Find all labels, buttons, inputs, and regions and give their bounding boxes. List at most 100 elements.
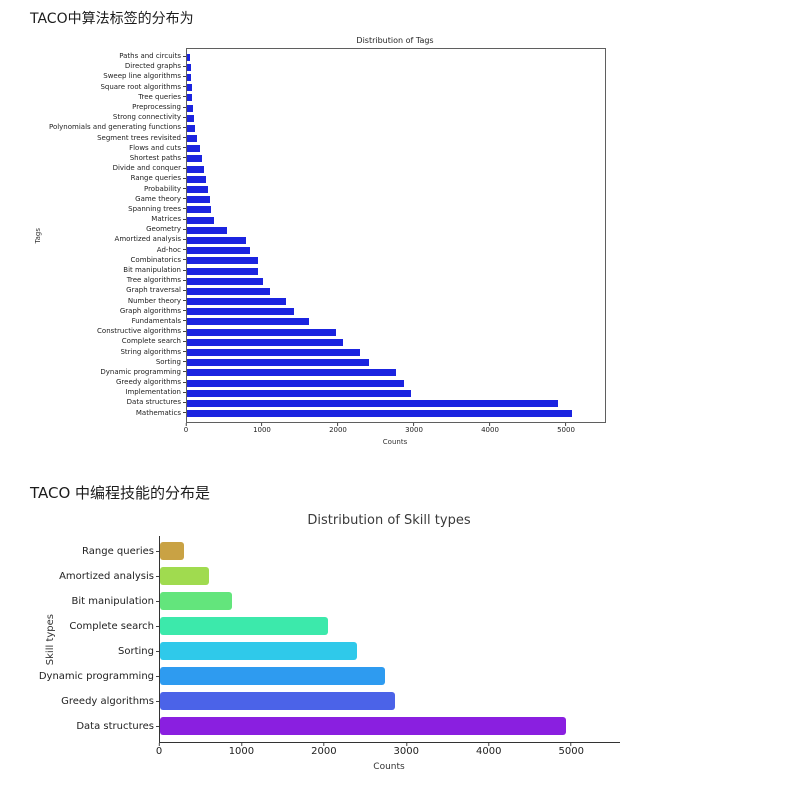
y-axis-label: Tags — [34, 227, 42, 244]
y-tick-mark — [183, 269, 186, 271]
plot-area — [186, 48, 606, 423]
y-tick-mark — [183, 188, 186, 190]
y-tick-label: Amortized analysis — [59, 564, 159, 589]
bar — [187, 257, 258, 265]
bar — [187, 338, 343, 346]
y-tick-mark — [156, 550, 159, 552]
skills-chart: Distribution of Skill types Skill types … — [39, 513, 785, 772]
x-tick-mark — [261, 422, 263, 426]
y-tick-mark — [156, 725, 159, 727]
x-tick-mark — [413, 422, 415, 426]
y-tick-mark — [183, 86, 186, 88]
y-tick-label: Dynamic programming — [46, 367, 186, 377]
y-tick-label: Game theory — [46, 194, 186, 204]
bar-row — [187, 327, 605, 337]
bar — [187, 63, 191, 71]
y-tick-mark — [183, 116, 186, 118]
y-tick-mark — [156, 700, 159, 702]
y-tick-label: Probability — [46, 183, 186, 193]
x-tick-mark — [158, 742, 160, 746]
y-tick-label: Tree algorithms — [46, 275, 186, 285]
bar-row — [160, 614, 620, 639]
y-tick-label: Geometry — [46, 224, 186, 234]
bar — [187, 186, 208, 194]
bar — [160, 617, 329, 636]
x-tick-label: 0 — [156, 742, 162, 757]
y-tick-mark — [183, 106, 186, 108]
y-tick-mark — [183, 75, 186, 77]
y-tick-label: Constructive algorithms — [46, 326, 186, 336]
y-tick-mark — [183, 310, 186, 312]
x-tick-label: 1000 — [253, 422, 271, 434]
spacer — [30, 423, 186, 437]
y-tick-mark — [183, 177, 186, 179]
x-tick-mark — [565, 422, 567, 426]
y-tick-mark — [156, 575, 159, 577]
y-tick-mark — [156, 625, 159, 627]
bar-row — [160, 589, 620, 614]
skills-chart-xlabel-row: Counts — [41, 762, 785, 772]
y-tick-label: Number theory — [46, 296, 186, 306]
y-tick-label: Combinatorics — [46, 255, 186, 265]
y-tick-label: Greedy algorithms — [46, 377, 186, 387]
bar — [187, 298, 286, 306]
y-axis-label: Skill types — [44, 613, 56, 665]
x-axis-label: Counts — [382, 437, 408, 446]
y-tick-mark — [183, 147, 186, 149]
y-tick-mark — [183, 340, 186, 342]
y-tick-label: Amortized analysis — [46, 234, 186, 244]
bar-row — [187, 347, 605, 357]
bar — [160, 567, 210, 586]
y-tick-label: Bit manipulation — [46, 265, 186, 275]
y-tick-mark — [183, 412, 186, 414]
bar — [187, 369, 396, 377]
bar — [187, 399, 558, 407]
bar-row — [187, 317, 605, 327]
y-tick-mark — [183, 167, 186, 169]
bar-row — [187, 184, 605, 194]
bar-row — [160, 664, 620, 689]
x-tick-mark — [323, 742, 325, 746]
y-tick-label: Graph traversal — [46, 285, 186, 295]
y-tick-label: Segment trees revisited — [46, 133, 186, 143]
spacer — [30, 36, 186, 45]
y-tick-label: Data structures — [46, 397, 186, 407]
bar — [187, 53, 191, 61]
bar-row — [187, 113, 605, 123]
bar — [187, 216, 214, 224]
y-tick-label: Bit manipulation — [59, 589, 159, 614]
bar — [187, 84, 192, 92]
y-tick-label: Sorting — [59, 639, 159, 664]
bar-row — [187, 195, 605, 205]
y-tick-label: String algorithms — [46, 346, 186, 356]
bar — [187, 226, 228, 234]
y-tick-mark — [183, 391, 186, 393]
spacer — [41, 762, 159, 772]
x-tick-label: 4000 — [476, 742, 501, 757]
y-tick-mark — [183, 137, 186, 139]
bar-row — [187, 134, 605, 144]
bar-row — [187, 93, 605, 103]
y-tick-mark — [156, 675, 159, 677]
y-tick-label: Paths and circuits — [46, 51, 186, 61]
y-tick-mark — [183, 55, 186, 57]
x-tick-mark — [405, 742, 407, 746]
y-tick-mark — [183, 65, 186, 67]
tags-chart-xticks-row: 0 1000 2000 3000 4000 5000 — [30, 422, 785, 437]
x-tick-label: 5000 — [557, 422, 575, 434]
bar — [187, 308, 295, 316]
y-tick-mark — [183, 208, 186, 210]
bar — [160, 592, 232, 611]
bar-row — [187, 235, 605, 245]
y-tick-label: Strong connectivity — [46, 112, 186, 122]
y-tick-label: Range queries — [59, 539, 159, 564]
bar — [187, 196, 210, 204]
bar — [187, 318, 309, 326]
bar-row — [187, 307, 605, 317]
bar-row — [187, 103, 605, 113]
x-tick-label: 3000 — [394, 742, 419, 757]
y-tick-label: Complete search — [46, 336, 186, 346]
heading-tags: TACO中算法标签的分布为 — [30, 11, 194, 27]
x-tick-label: 2000 — [329, 422, 347, 434]
